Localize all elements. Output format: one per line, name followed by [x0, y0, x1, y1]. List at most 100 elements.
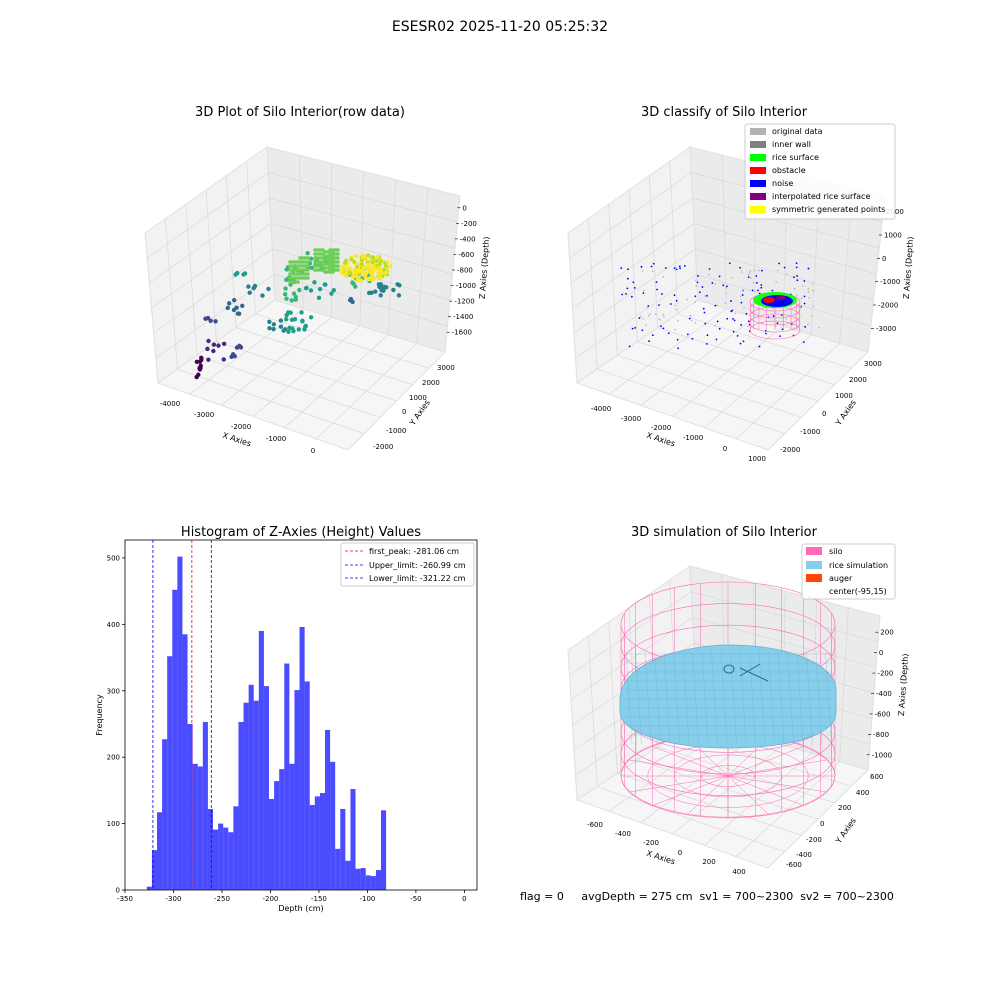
raw-point	[291, 291, 297, 296]
classify-point	[711, 282, 714, 284]
raw-point	[296, 327, 301, 332]
raw-ztick-label: -600	[458, 251, 474, 259]
silo-floor-spoke	[652, 746, 729, 777]
classify-point	[800, 297, 803, 300]
classify-xtick: -1000	[683, 434, 703, 442]
raw-point	[199, 357, 204, 362]
histogram-bar	[360, 868, 366, 890]
classify-point	[755, 275, 758, 277]
panel-classify: 3D classify of Silo Interior -4000 -3000…	[567, 105, 915, 463]
classify-point	[718, 275, 721, 278]
raw-z-ticks: 0 -200 -400 -600 -800 -1000 -1200 -1400 -1600	[446, 204, 477, 337]
classify-xtick: -4000	[591, 405, 611, 413]
histogram-x-ticks: -350 -300 -250 -200 -150 -100 -50 0	[117, 890, 467, 903]
raw-point	[283, 316, 289, 322]
raw-point	[354, 254, 359, 259]
classify-point	[761, 269, 763, 272]
classify-point	[641, 329, 644, 332]
rice-mesh-line	[701, 651, 709, 745]
classify-point	[707, 273, 710, 276]
classify-title: 3D classify of Silo Interior	[641, 105, 808, 120]
classify-point	[695, 285, 697, 287]
raw-point	[296, 280, 300, 284]
classify-point	[732, 330, 735, 333]
classify-point	[697, 275, 699, 277]
legend-label-symmetric: symmetric generated points	[772, 205, 885, 214]
raw-point	[232, 297, 237, 303]
rice-mesh-line	[625, 651, 633, 745]
classify-point	[779, 335, 781, 338]
raw-point	[302, 327, 307, 332]
raw-point	[205, 346, 210, 352]
raw-ytick: -2000	[373, 443, 393, 451]
raw-point	[370, 260, 375, 265]
raw-point	[352, 267, 357, 272]
histogram-xtick-label: -300	[166, 895, 182, 903]
classify-point	[647, 305, 650, 307]
legend-label-upper-limit: Upper_limit: -260.99 cm	[369, 561, 466, 570]
legend-swatch-auger	[806, 574, 822, 582]
classify-point	[642, 317, 644, 320]
legend-swatch-interpolated	[750, 193, 766, 200]
classify-point	[686, 298, 689, 301]
classify-xtick: -3000	[621, 415, 641, 423]
classify-ztick-label: -2000	[878, 302, 898, 310]
raw-point	[247, 290, 252, 295]
classify-point	[755, 281, 758, 284]
classify-point	[752, 281, 755, 284]
silo-floor-spoke	[727, 775, 804, 806]
histogram-bar	[187, 723, 193, 890]
classify-x-ticks: -4000 -3000 -2000 -1000 0 1000	[591, 405, 766, 463]
classify-point	[704, 322, 707, 325]
rice-mesh-line	[806, 651, 813, 745]
raw-ytick: 1000	[409, 394, 427, 402]
simulation-xtick: -600	[587, 821, 603, 829]
classify-point	[785, 317, 788, 320]
raw-point	[374, 258, 379, 263]
classify-point	[796, 294, 798, 297]
classify-point	[708, 268, 711, 270]
classify-point	[658, 318, 661, 321]
classify-point	[756, 289, 759, 292]
raw-point	[381, 288, 386, 293]
raw-point	[348, 296, 354, 302]
classify-point	[748, 272, 751, 274]
classify-point	[803, 280, 806, 282]
classify-point	[641, 270, 644, 272]
classify-point	[688, 317, 691, 320]
simulation-xtick: -200	[643, 839, 659, 847]
classify-point	[673, 294, 676, 297]
raw-point	[378, 258, 383, 263]
classify-point	[632, 281, 635, 284]
simulation-ztick-label: -600	[875, 710, 891, 718]
rice-mesh-line	[758, 651, 766, 745]
auger-arm	[739, 663, 761, 677]
classify-ztick-label: 0	[882, 255, 886, 263]
classify-point	[785, 273, 788, 275]
classify-point	[633, 286, 636, 289]
classify-point	[638, 317, 641, 319]
classify-point	[714, 324, 716, 327]
histogram-xtick-label: -100	[359, 895, 375, 903]
histogram-bar	[258, 630, 264, 890]
classify-point	[640, 315, 642, 318]
legend-swatch-silo	[806, 547, 822, 555]
classify-point	[694, 321, 697, 324]
raw-point	[235, 311, 241, 316]
classify-point	[728, 262, 731, 265]
classify-point	[740, 271, 743, 273]
classify-point	[652, 262, 655, 265]
legend-label-interpolated: interpolated rice surface	[772, 192, 870, 201]
classify-point	[739, 342, 742, 345]
classify-obstacle	[763, 297, 775, 303]
simulation-xtick: 400	[732, 868, 745, 876]
raw-y-ticks: -2000 -1000 0 1000 2000 3000	[373, 364, 455, 451]
classify-point	[750, 277, 752, 279]
classify-point	[811, 289, 814, 292]
raw-point	[347, 266, 352, 271]
raw-point	[305, 251, 310, 256]
classify-point	[694, 279, 697, 282]
classify-point	[758, 345, 761, 348]
histogram-ytick-label: 300	[107, 687, 120, 695]
